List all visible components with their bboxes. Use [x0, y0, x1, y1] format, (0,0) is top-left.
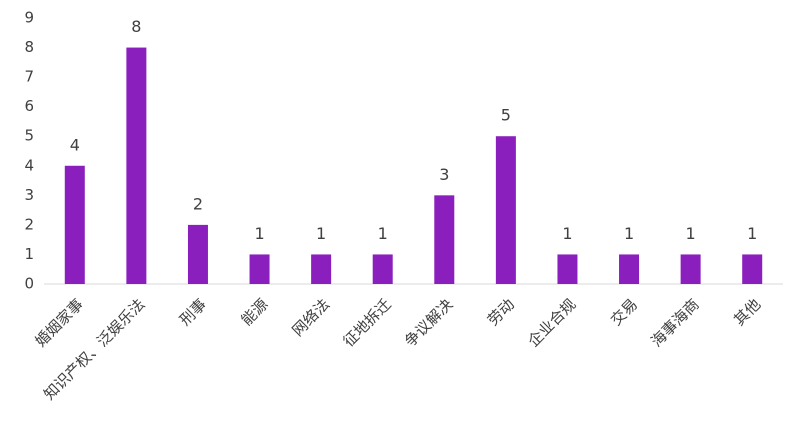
data-label: 3: [439, 165, 449, 184]
bar: [187, 224, 208, 284]
data-label: 8: [131, 17, 141, 36]
bar: [742, 254, 763, 284]
y-tick-label: 6: [24, 97, 34, 115]
data-label: 1: [316, 224, 326, 243]
bar: [619, 254, 640, 284]
bar: [249, 254, 270, 284]
bar: [126, 47, 147, 284]
x-tick-label: 知识产权、泛娱乐法: [40, 295, 148, 403]
x-tick-label: 其他: [730, 295, 764, 329]
y-tick-label: 1: [24, 245, 34, 263]
x-tick-label: 交易: [607, 295, 641, 329]
data-label: 2: [193, 194, 203, 213]
x-tick-label: 刑事: [176, 295, 210, 329]
bar: [311, 254, 332, 284]
y-tick-label: 7: [24, 68, 34, 86]
y-tick-label: 4: [24, 156, 34, 174]
x-tick-label: 婚姻家事: [32, 295, 87, 350]
x-tick-label: 企业合规: [524, 295, 579, 350]
x-tick-label: 能源: [238, 295, 272, 329]
data-label: 1: [254, 224, 264, 243]
x-tick-label: 海事海商: [647, 295, 702, 350]
x-tick-label: 争议解决: [401, 295, 456, 350]
bar: [495, 136, 516, 284]
y-tick-label: 8: [24, 38, 34, 56]
bar: [64, 165, 85, 284]
data-label: 1: [378, 224, 388, 243]
data-label: 1: [747, 224, 757, 243]
data-label: 1: [686, 224, 696, 243]
data-label: 5: [501, 106, 511, 125]
y-tick-label: 9: [24, 9, 34, 27]
y-tick-label: 2: [24, 215, 34, 233]
y-tick-label: 3: [24, 186, 34, 204]
data-label: 4: [70, 135, 80, 154]
bar: [557, 254, 578, 284]
x-tick-label: 劳动: [484, 295, 518, 329]
x-tick-label: 网络法: [289, 295, 334, 340]
x-tick-label: 征地拆迁: [340, 295, 395, 350]
data-label: 1: [562, 224, 572, 243]
bar: [434, 195, 455, 284]
y-tick-label: 0: [24, 275, 34, 293]
y-tick-label: 5: [24, 127, 34, 145]
bar: [372, 254, 393, 284]
data-label: 1: [624, 224, 634, 243]
bar: [680, 254, 701, 284]
